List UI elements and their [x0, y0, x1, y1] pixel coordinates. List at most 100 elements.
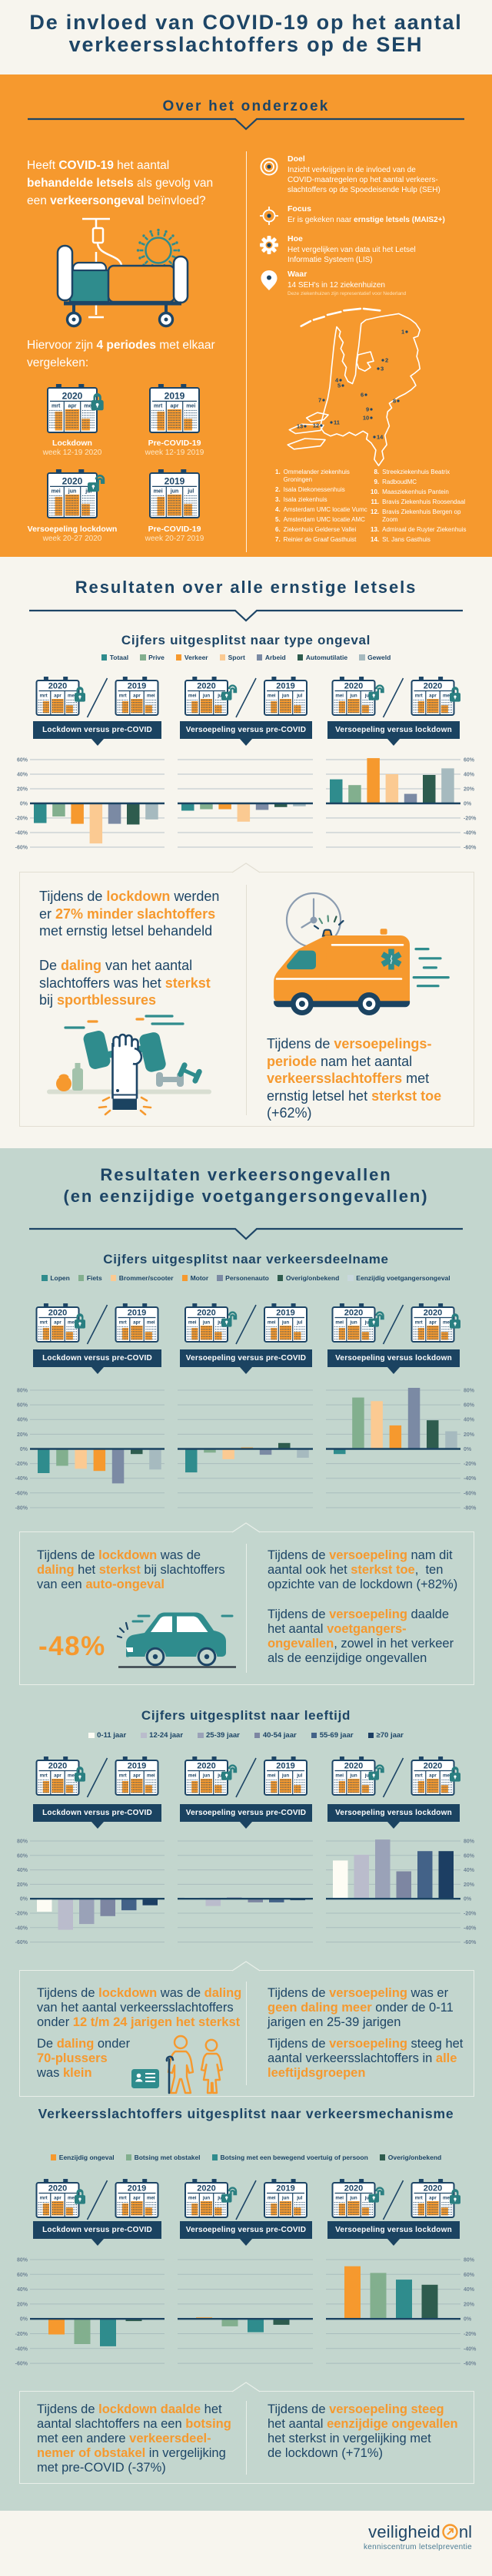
svg-text:80%: 80%	[17, 1839, 28, 1845]
svg-text:apr: apr	[171, 403, 179, 409]
svg-text:60%: 60%	[17, 2273, 28, 2278]
svg-text:2019: 2019	[165, 390, 185, 401]
svg-text:60%: 60%	[17, 758, 28, 763]
svg-text:2019: 2019	[276, 682, 294, 691]
svg-text:2020: 2020	[424, 1762, 442, 1771]
svg-text:jun: jun	[281, 2196, 289, 2201]
svg-text:mrt: mrt	[40, 1320, 48, 1326]
svg-text:2019: 2019	[276, 1762, 294, 1771]
svg-text:jun: jun	[170, 488, 179, 494]
svg-text:40%: 40%	[17, 1868, 28, 1873]
svg-text:20%: 20%	[17, 1882, 28, 1888]
svg-text:jun: jun	[349, 1320, 357, 1326]
svg-text:2019: 2019	[276, 1309, 294, 1318]
svg-text:2020: 2020	[48, 1309, 67, 1318]
svg-text:jul: jul	[296, 2196, 302, 2201]
svg-text:20%: 20%	[464, 2302, 475, 2307]
svg-text:20%: 20%	[17, 787, 28, 793]
svg-text:20%: 20%	[464, 1882, 475, 1888]
svg-text:jul: jul	[85, 488, 91, 494]
svg-text:4: 4	[335, 377, 339, 384]
svg-text:apr: apr	[68, 403, 77, 409]
svg-text:0%: 0%	[20, 802, 28, 807]
svg-text:-60%: -60%	[464, 1940, 477, 1945]
svg-text:apr: apr	[54, 1773, 62, 1779]
svg-text:mei: mei	[335, 694, 344, 699]
svg-text:40%: 40%	[464, 773, 475, 778]
svg-text:-40%: -40%	[15, 1476, 28, 1482]
svg-text:2019: 2019	[128, 1309, 146, 1318]
svg-text:20%: 20%	[464, 787, 475, 793]
svg-text:mei: mei	[188, 1773, 197, 1779]
svg-text:mei: mei	[147, 2196, 155, 2201]
svg-text:20%: 20%	[17, 2302, 28, 2307]
svg-text:-40%: -40%	[464, 1925, 477, 1931]
svg-text:2020: 2020	[344, 1762, 363, 1771]
svg-text:-60%: -60%	[15, 1491, 28, 1496]
svg-text:mei: mei	[147, 694, 155, 699]
svg-text:0%: 0%	[20, 1897, 28, 1902]
svg-text:mrt: mrt	[40, 694, 48, 699]
svg-text:80%: 80%	[464, 1839, 475, 1845]
svg-text:mei: mei	[268, 2196, 276, 2201]
svg-text:20%: 20%	[464, 1432, 475, 1438]
svg-text:jul: jul	[187, 488, 194, 494]
svg-text:mei: mei	[268, 1320, 276, 1326]
svg-text:2020: 2020	[197, 1762, 215, 1771]
svg-text:8: 8	[393, 398, 396, 405]
svg-text:mei: mei	[335, 1773, 344, 1779]
svg-text:jul: jul	[296, 1320, 302, 1326]
svg-text:40%: 40%	[17, 2287, 28, 2293]
svg-text:apr: apr	[429, 1320, 437, 1326]
svg-text:apr: apr	[54, 694, 62, 699]
svg-text:2019: 2019	[128, 1762, 146, 1771]
svg-text:jul: jul	[364, 694, 371, 699]
svg-text:3: 3	[381, 366, 384, 372]
svg-text:2020: 2020	[197, 1309, 215, 1318]
svg-text:mei: mei	[84, 403, 93, 409]
svg-text:mei: mei	[68, 694, 76, 699]
svg-text:2020: 2020	[62, 390, 83, 401]
svg-text:13: 13	[297, 423, 303, 430]
svg-text:2019: 2019	[165, 475, 185, 486]
svg-text:80%: 80%	[17, 1389, 28, 1394]
svg-text:11: 11	[334, 419, 340, 426]
svg-text:mei: mei	[335, 2196, 344, 2201]
svg-text:0%: 0%	[20, 2317, 28, 2323]
svg-text:mei: mei	[268, 1773, 276, 1779]
svg-text:mei: mei	[443, 2196, 451, 2201]
svg-text:-60%: -60%	[15, 1940, 28, 1945]
svg-text:mei: mei	[443, 1773, 451, 1779]
svg-text:2020: 2020	[48, 2184, 67, 2194]
svg-text:jun: jun	[281, 694, 289, 699]
svg-text:-20%: -20%	[15, 816, 28, 822]
svg-text:-20%: -20%	[464, 1462, 477, 1467]
svg-text:0%: 0%	[464, 2317, 472, 2323]
svg-text:jun: jun	[281, 1773, 289, 1779]
svg-text:jul: jul	[296, 1773, 302, 1779]
svg-text:jun: jun	[349, 2196, 357, 2201]
svg-text:mei: mei	[68, 1773, 76, 1779]
svg-text:mei: mei	[154, 488, 163, 494]
svg-text:2020: 2020	[424, 1309, 442, 1318]
svg-text:mei: mei	[268, 694, 276, 699]
svg-text:60%: 60%	[464, 2273, 475, 2278]
svg-text:jul: jul	[296, 694, 302, 699]
svg-text:-20%: -20%	[15, 1462, 28, 1467]
svg-text:-60%: -60%	[464, 846, 477, 851]
svg-text:2020: 2020	[344, 1309, 363, 1318]
svg-text:-40%: -40%	[15, 1925, 28, 1931]
svg-text:-60%: -60%	[464, 2362, 477, 2367]
svg-text:2019: 2019	[128, 682, 146, 691]
svg-text:40%: 40%	[464, 2287, 475, 2293]
svg-text:mei: mei	[147, 1320, 155, 1326]
svg-text:2020: 2020	[424, 2184, 442, 2194]
svg-text:60%: 60%	[17, 1403, 28, 1409]
svg-text:40%: 40%	[464, 1868, 475, 1873]
svg-text:14: 14	[377, 434, 384, 441]
svg-text:2020: 2020	[197, 682, 215, 691]
svg-text:7: 7	[318, 397, 321, 404]
svg-text:2020: 2020	[48, 682, 67, 691]
svg-text:40%: 40%	[464, 1418, 475, 1423]
svg-text:jun: jun	[349, 694, 357, 699]
